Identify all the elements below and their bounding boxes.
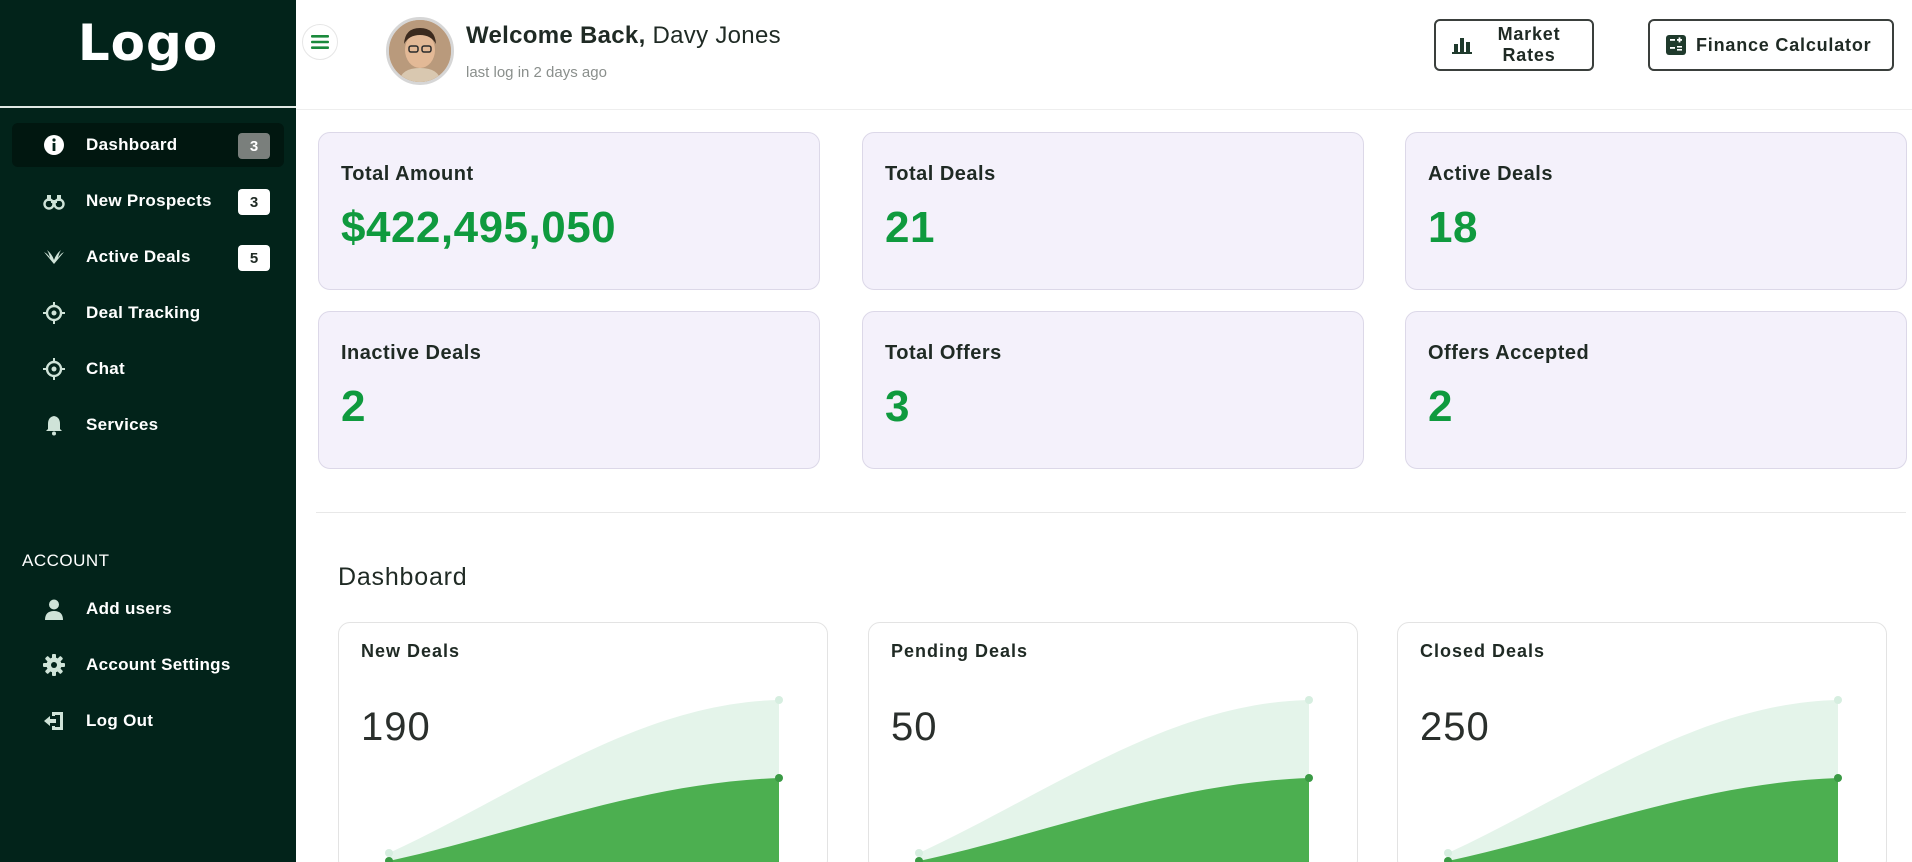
welcome-message: Welcome Back, Davy Jones <box>466 22 781 50</box>
mini-card-new-deals: New Deals 190 <box>338 622 828 862</box>
count-badge: 5 <box>238 245 270 271</box>
wings-icon <box>42 245 66 269</box>
sidebar-item-label: Add users <box>86 599 172 618</box>
sidebar-item-label: Account Settings <box>86 655 231 674</box>
user-icon <box>42 597 66 621</box>
stat-card-total-offers: Total Offers 3 <box>862 311 1364 469</box>
stat-card-total-deals: Total Deals 21 <box>862 132 1364 290</box>
dashboard-section-title: Dashboard <box>338 563 468 591</box>
count-badge: 3 <box>238 189 270 215</box>
sidebar-item-label: Log Out <box>86 711 154 730</box>
bell-icon <box>42 413 66 437</box>
mini-card-pending-deals: Pending Deals 50 <box>868 622 1358 862</box>
gear-icon <box>42 653 66 677</box>
stat-value: 2 <box>341 382 366 431</box>
sidebar-item-label: Services <box>86 415 159 434</box>
market-rates-button[interactable]: Market Rates <box>1434 19 1594 71</box>
sidebar-item-deal-tracking[interactable]: Deal Tracking <box>12 291 284 335</box>
last-login-text: last log in 2 days ago <box>466 64 607 81</box>
sidebar-item-chat[interactable]: Chat <box>12 347 284 391</box>
mini-card-value: 190 <box>361 705 431 749</box>
stat-title: Total Deals <box>885 163 996 185</box>
stat-title: Active Deals <box>1428 163 1553 185</box>
stat-card-total-amount: Total Amount $422,495,050 <box>318 132 820 290</box>
bar-chart-icon <box>1452 36 1472 54</box>
stat-title: Inactive Deals <box>341 342 482 364</box>
stat-value: 3 <box>885 382 910 431</box>
stat-title: Total Amount <box>341 163 474 185</box>
logo-text: Logo <box>77 14 219 72</box>
binoculars-icon <box>42 189 66 213</box>
mini-card-title: Closed Deals <box>1420 641 1546 661</box>
mini-card-title: Pending Deals <box>891 641 1029 661</box>
sidebar-item-services[interactable]: Services <box>12 403 284 447</box>
sparkline-chart <box>1444 696 1842 862</box>
target-icon <box>42 301 66 325</box>
info-icon <box>42 133 66 157</box>
mini-card-closed-deals: Closed Deals 250 <box>1397 622 1887 862</box>
stat-value: 18 <box>1428 203 1478 252</box>
mini-card-title: New Deals <box>361 641 461 661</box>
mini-card-value: 250 <box>1420 705 1490 749</box>
count-badge: 3 <box>238 133 270 159</box>
sidebar-item-dashboard[interactable]: Dashboard 3 <box>12 123 284 167</box>
sidebar-item-new-prospects[interactable]: New Prospects 3 <box>12 179 284 223</box>
finance-calculator-label: Finance Calculator <box>1696 34 1872 55</box>
hamburger-icon <box>311 35 329 49</box>
target-icon <box>42 357 66 381</box>
stat-value: 2 <box>1428 382 1453 431</box>
stat-title: Offers Accepted <box>1428 342 1590 364</box>
sidebar-item-label: Chat <box>86 359 125 378</box>
account-section-title: ACCOUNT <box>22 551 110 570</box>
stat-value: $422,495,050 <box>341 203 617 252</box>
market-rates-label: Market Rates <box>1497 24 1561 65</box>
sidebar-item-label: Deal Tracking <box>86 303 201 322</box>
menu-toggle-button[interactable] <box>302 24 338 60</box>
sidebar-item-account-settings[interactable]: Account Settings <box>12 643 284 687</box>
sidebar: Logo Dashboard 3 New Prospects 3 Active … <box>0 0 296 862</box>
sidebar-item-add-users[interactable]: Add users <box>12 587 284 631</box>
user-name: Davy Jones <box>652 22 781 49</box>
sparkline-chart <box>385 696 783 862</box>
logout-icon <box>42 709 66 733</box>
sidebar-item-log-out[interactable]: Log Out <box>12 699 284 743</box>
stat-card-offers-accepted: Offers Accepted 2 <box>1405 311 1907 469</box>
sidebar-item-label: New Prospects <box>86 191 212 210</box>
calculator-icon <box>1666 35 1686 55</box>
sidebar-item-active-deals[interactable]: Active Deals 5 <box>12 235 284 279</box>
logo[interactable]: Logo <box>0 0 296 108</box>
sidebar-item-label: Active Deals <box>86 247 191 266</box>
stat-title: Total Offers <box>885 342 1002 364</box>
sidebar-item-label: Dashboard <box>86 135 178 154</box>
sparkline-chart <box>915 696 1313 862</box>
main-nav: Dashboard 3 New Prospects 3 Active Deals… <box>0 108 296 743</box>
stat-card-active-deals: Active Deals 18 <box>1405 132 1907 290</box>
stat-value: 21 <box>885 203 935 252</box>
welcome-prefix: Welcome Back, <box>466 22 646 49</box>
mini-card-value: 50 <box>891 705 938 749</box>
finance-calculator-button[interactable]: Finance Calculator <box>1648 19 1894 71</box>
topbar: Welcome Back, Davy Jones last log in 2 d… <box>296 0 1912 110</box>
stat-card-inactive-deals: Inactive Deals 2 <box>318 311 820 469</box>
avatar[interactable] <box>386 17 454 85</box>
section-divider <box>316 512 1906 513</box>
